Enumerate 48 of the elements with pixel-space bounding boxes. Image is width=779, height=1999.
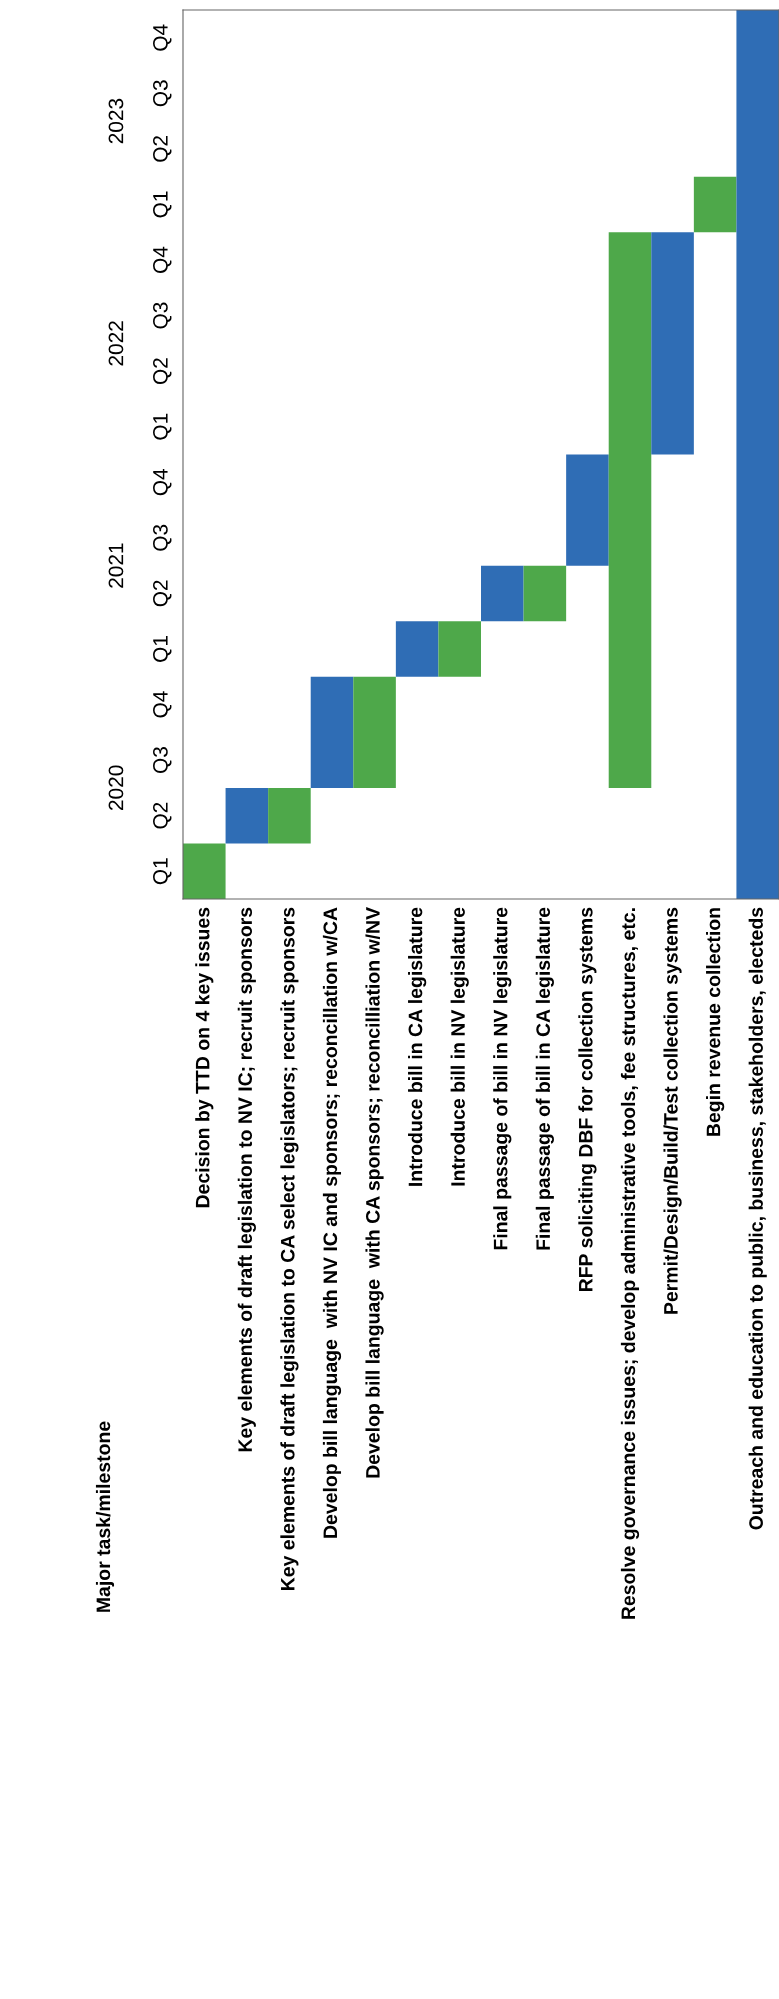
- y-tick-label: 2022: [108, 321, 124, 366]
- x-tick-label: Final passage of bill in NV legislature: [493, 907, 512, 1250]
- text: Q1: [153, 191, 172, 218]
- text: Q1: [153, 413, 172, 440]
- text: Major task/milestone: [95, 1421, 115, 1612]
- text: Q3: [153, 524, 172, 551]
- y-tick-label: 2023: [108, 98, 124, 144]
- x-tick-label: Resolve governance issues; develop administrative tools, fee structures, etc.: [620, 908, 640, 1619]
- text: Q3: [153, 302, 172, 329]
- x-tick-label: Permit/Design/Build/Test collection systems: [663, 907, 682, 1314]
- text: Q4: [153, 246, 172, 273]
- text: Q3: [153, 80, 172, 107]
- bar: [353, 676, 396, 788]
- text: Q2: [153, 358, 172, 385]
- bar: [608, 232, 652, 788]
- text: Q1: [153, 636, 172, 662]
- x-tick-label: Decision by TTD on 4 key issues: [195, 907, 214, 1208]
- bar: [651, 232, 694, 455]
- x-tick-label: Introduce bill in CA legislature: [408, 907, 427, 1186]
- text: Q2: [153, 580, 172, 607]
- bar: [566, 454, 609, 566]
- bar: [523, 565, 567, 622]
- bar: [310, 676, 354, 788]
- text: Q2: [153, 802, 172, 829]
- text: Q3: [153, 747, 172, 773]
- x-tick-label: Begin revenue collection: [706, 908, 725, 1136]
- text: Q4: [153, 691, 172, 718]
- y-tick-label: 2020: [108, 765, 124, 810]
- bar: [183, 843, 226, 899]
- x-tick-label: Outreach and education to public, business, stakeholders, electeds: [748, 907, 767, 1530]
- x-tick-label: Develop bill language with NV IC and sponsors; reconcillation w/CA: [322, 907, 342, 1538]
- bar: [225, 787, 269, 844]
- x-tick-label: Introduce bill in NV legislature: [450, 907, 469, 1186]
- bar: [395, 621, 439, 677]
- x-tick-label: Key elements of draft legislation to CA select legislators; recruit sponsors: [280, 907, 299, 1590]
- text: Q2: [153, 136, 172, 162]
- text: Q4: [153, 468, 172, 496]
- bar: [438, 621, 481, 677]
- text: Q4: [153, 24, 172, 51]
- x-tick-label: RFP soliciting DBF for collection systems: [578, 907, 597, 1292]
- x-tick-label: Develop bill language with CA sponsors; reconcilliation w/NV: [365, 907, 384, 1478]
- x-tick-label: Final passage of bill in CA legislature: [535, 907, 554, 1250]
- bar: [481, 565, 524, 622]
- y-tick-label: 2021: [108, 543, 124, 588]
- text: Q1: [153, 858, 172, 885]
- bar: [268, 787, 311, 844]
- bar: [693, 176, 737, 233]
- x-tick-label: Key elements of draft legislation to NV IC; recruit sponsors: [237, 907, 256, 1452]
